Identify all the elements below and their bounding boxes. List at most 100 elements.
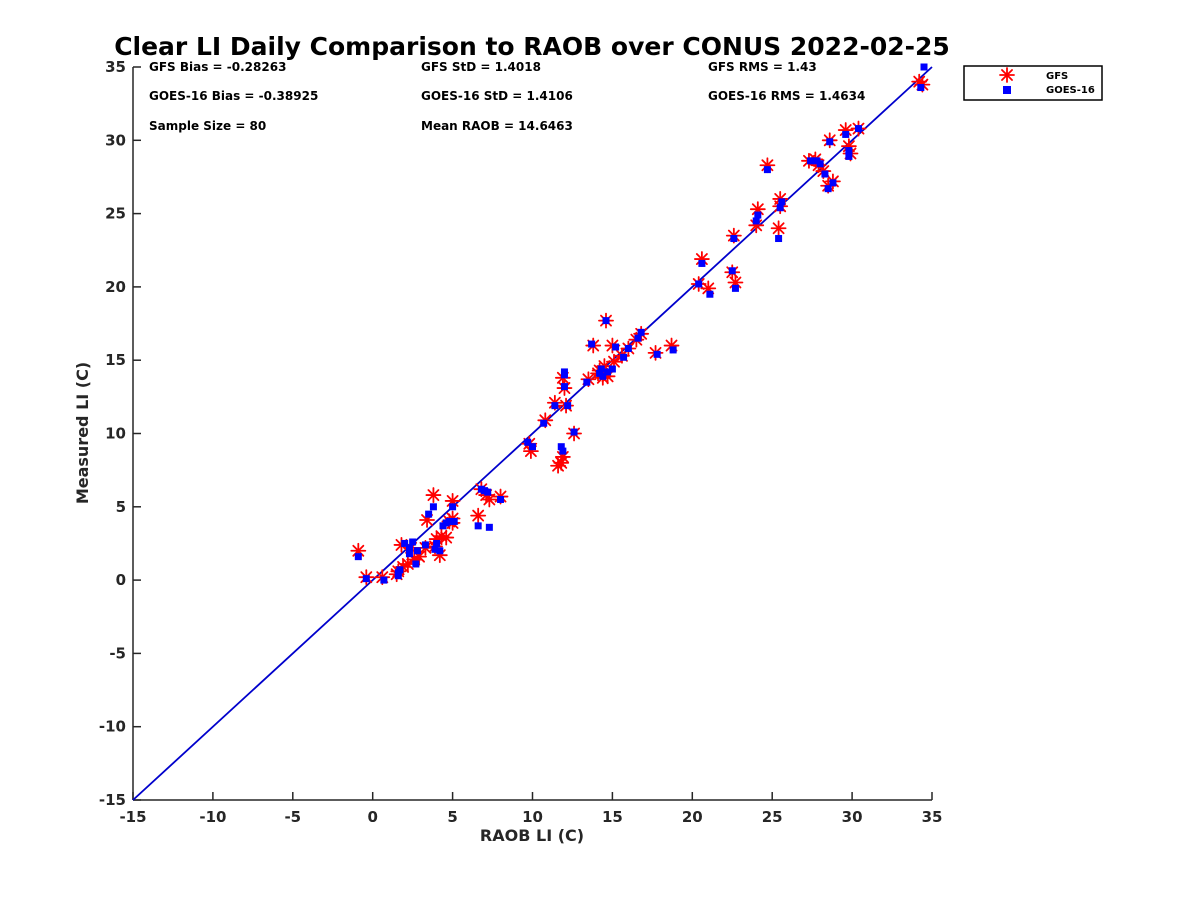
- y-tick-label: 10: [105, 425, 126, 443]
- x-tick-label: 25: [762, 808, 783, 826]
- goes-16-point: [845, 152, 853, 160]
- gfs-point: [425, 487, 442, 503]
- y-tick-label: 30: [105, 131, 126, 149]
- goes-16-point: [826, 138, 834, 146]
- goes-16-point: [497, 495, 505, 503]
- x-tick-label: 30: [842, 808, 863, 826]
- goes-16-point: [429, 503, 437, 511]
- x-tick-label: -5: [284, 808, 301, 826]
- mean-raob-text: Mean RAOB = 14.6463: [421, 119, 573, 133]
- goes-bias-text: GOES-16 Bias = -0.38925: [149, 89, 318, 103]
- x-tick-label: 10: [522, 808, 543, 826]
- y-ticks: -15 -10 -5 0 5 10 15 20 25 30 35: [99, 58, 141, 809]
- y-tick-label: 35: [105, 58, 126, 76]
- goes-16-point: [540, 419, 548, 427]
- goes-16-point: [362, 575, 370, 583]
- goes-16-point: [564, 402, 572, 410]
- legend-goes-16-label: GOES-16: [1046, 85, 1095, 96]
- goes-16-point: [706, 290, 714, 298]
- goes-16-point: [412, 560, 420, 568]
- goes-16-point: [778, 198, 786, 206]
- goes-16-point: [596, 369, 604, 377]
- goes-16-point: [608, 365, 616, 373]
- x-tick-label: -15: [119, 808, 146, 826]
- goes-16-point: [405, 550, 413, 558]
- x-tick-label: 15: [602, 808, 623, 826]
- goes-16-point: [821, 170, 829, 178]
- goes-16-point: [816, 160, 824, 168]
- x-tick-label: 35: [922, 808, 943, 826]
- y-tick-label: 5: [116, 498, 126, 516]
- goes-16-point: [775, 235, 783, 243]
- legend-box: [963, 65, 1103, 101]
- goes-16-point: [730, 235, 738, 243]
- gfs-point: [438, 529, 455, 546]
- goes-16-point: [597, 365, 605, 373]
- gfs-bias-text: GFS Bias = -0.28263: [149, 60, 286, 74]
- goes-16-point: [442, 519, 450, 527]
- goes-16-point: [524, 438, 532, 446]
- goes-16-point: [752, 217, 760, 225]
- goes-16-point: [776, 204, 784, 212]
- goes-16-point: [824, 185, 832, 193]
- y-tick-label: 20: [105, 278, 126, 296]
- y-tick-label: 15: [105, 351, 126, 369]
- y-axis-label: Measured LI (C): [73, 362, 92, 504]
- y-tick-label: -5: [109, 644, 126, 662]
- goes-16-point: [405, 544, 413, 552]
- goes-16-point: [698, 259, 706, 267]
- x-tick-label: -10: [199, 808, 226, 826]
- legend-goes-16-square: [1003, 86, 1011, 94]
- x-tick-label: 0: [367, 808, 377, 826]
- goes-16-point: [559, 447, 567, 455]
- goes-16-point: [583, 378, 591, 386]
- reference-line-group: [132, 66, 933, 801]
- sample-size-text: Sample Size = 80: [149, 119, 266, 133]
- goes-16-point: [401, 539, 409, 547]
- goes-16-point: [669, 346, 677, 354]
- goes-16-point: [354, 553, 362, 561]
- goes-16-point: [557, 443, 565, 451]
- goes-16-point: [653, 350, 661, 358]
- goes-16-point: [570, 428, 578, 436]
- goes-16-point: [449, 503, 457, 511]
- y-tick-label: -15: [99, 791, 126, 809]
- goes-16-point: [917, 84, 925, 92]
- legend-gfs-marker: [999, 67, 1015, 83]
- goes-16-point: [637, 328, 645, 336]
- legend: GFS GOES-16: [963, 65, 1103, 101]
- goes-16-point: [433, 539, 441, 547]
- gfs-std-text: GFS StD = 1.4018: [421, 60, 541, 74]
- goes-16-point: [450, 517, 458, 525]
- gfs-point: [770, 220, 787, 237]
- legend-gfs-label: GFS: [1046, 71, 1068, 82]
- goes-rms-text: GOES-16 RMS = 1.4634: [708, 89, 865, 103]
- goes-16-point: [413, 547, 421, 555]
- goes-16-series: [354, 63, 928, 584]
- goes-16-point: [620, 353, 628, 361]
- x-ticks: -15 -10 -5 0 5 10 15 20 25 30 35: [119, 792, 942, 826]
- x-tick-label: 5: [447, 808, 457, 826]
- goes-16-point: [763, 166, 771, 174]
- stats-block: GFS Bias = -0.28263 GFS StD = 1.4018 GFS…: [149, 60, 865, 133]
- goes-16-point: [436, 547, 444, 555]
- goes-16-point: [560, 383, 568, 391]
- goes-16-point: [754, 211, 762, 219]
- legend-goes-16-marker: [1003, 86, 1011, 94]
- goes-16-point: [728, 267, 736, 275]
- goes-16-point: [731, 284, 739, 292]
- gfs-point: [470, 507, 487, 524]
- y-tick-label: 25: [105, 205, 126, 223]
- chart-title: Clear LI Daily Comparison to RAOB over C…: [114, 32, 950, 61]
- goes-16-point: [551, 402, 559, 410]
- goes-16-point: [409, 538, 417, 546]
- goes-16-point: [425, 510, 433, 518]
- goes-16-point: [612, 343, 620, 351]
- x-axis-label: RAOB LI (C): [480, 826, 584, 845]
- goes-16-point: [485, 523, 493, 531]
- goes-16-point: [920, 63, 928, 71]
- goes-std-text: GOES-16 StD = 1.4106: [421, 89, 573, 103]
- goes-16-point: [634, 334, 642, 342]
